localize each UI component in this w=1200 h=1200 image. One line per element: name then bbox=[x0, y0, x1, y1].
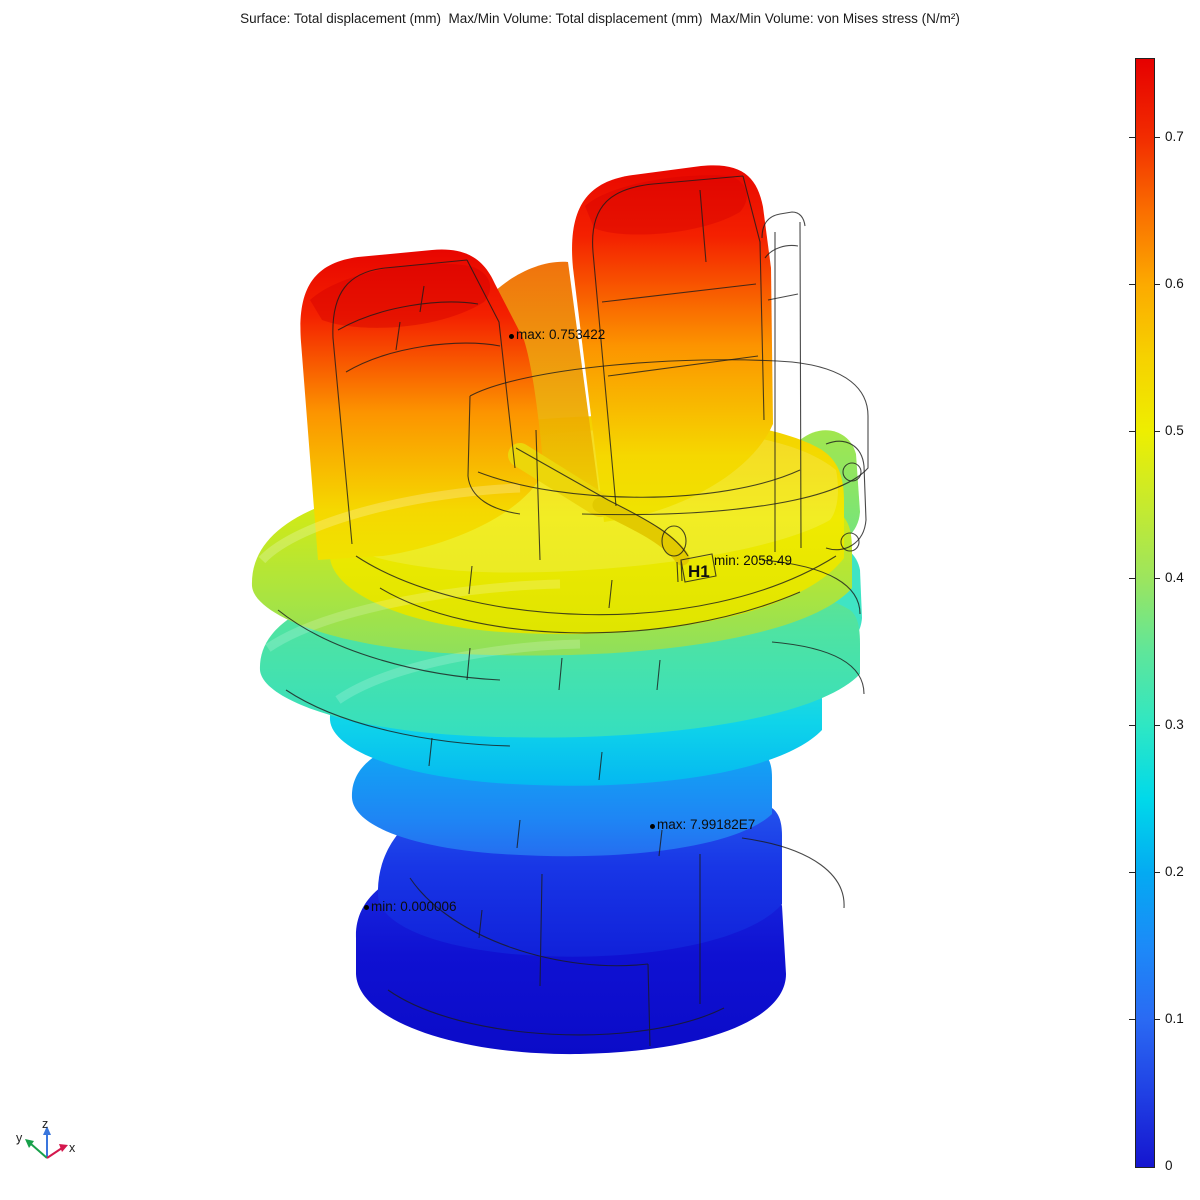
x-axis-arrow bbox=[46, 1144, 68, 1159]
colorbar-tick bbox=[1154, 1019, 1160, 1020]
axis-label-y: y bbox=[16, 1131, 23, 1145]
colorbar-tick-label: 0.6 bbox=[1165, 276, 1184, 291]
colorbar-tick bbox=[1129, 1019, 1135, 1020]
max-stress-marker-dot bbox=[650, 824, 655, 829]
colorbar-gradient bbox=[1135, 58, 1155, 1168]
plot-title: Surface: Total displacement (mm) Max/Min… bbox=[240, 11, 960, 26]
axis-triad: z y x bbox=[16, 1117, 76, 1159]
embossed-part-label: H1 bbox=[688, 562, 710, 581]
z-axis-arrow bbox=[43, 1126, 51, 1158]
model-valley bbox=[494, 261, 602, 516]
wireframe-overlay bbox=[277, 175, 869, 1047]
colorbar-tick bbox=[1129, 725, 1135, 726]
plate-highlight-3 bbox=[335, 639, 581, 704]
colorbar-tick-label: 0.4 bbox=[1165, 570, 1184, 585]
plate-highlight-1 bbox=[258, 483, 521, 564]
colorbar-tick-label: 0.3 bbox=[1165, 717, 1184, 732]
colorbar-tick bbox=[1129, 578, 1135, 579]
colorbar-tick bbox=[1129, 431, 1135, 432]
colorbar-tick bbox=[1154, 137, 1160, 138]
colorbar-tick bbox=[1129, 284, 1135, 285]
colorbar-tick-label: 0.1 bbox=[1165, 1011, 1184, 1026]
y-axis-arrow bbox=[25, 1139, 48, 1159]
axis-label-z: z bbox=[42, 1117, 48, 1131]
axis-label-x: x bbox=[69, 1141, 76, 1155]
max-displacement-marker-dot bbox=[509, 334, 514, 339]
colorbar-tick bbox=[1154, 284, 1160, 285]
colorbar-tick-label: 0.2 bbox=[1165, 864, 1184, 879]
annotation-min-stress: min: 2058.49 bbox=[714, 553, 793, 568]
annotation-max-stress: max: 7.99182E7 bbox=[657, 817, 756, 832]
fea-model bbox=[251, 165, 862, 1055]
colorbar-tick bbox=[1129, 137, 1135, 138]
colorbar-tick-label: 0 bbox=[1165, 1158, 1173, 1173]
min-displacement-marker-dot bbox=[364, 905, 369, 910]
colorbar-tick bbox=[1154, 872, 1160, 873]
colorbar-tick-label: 0.7 bbox=[1165, 129, 1184, 144]
colorbar-tick bbox=[1154, 725, 1160, 726]
annotation-min-displacement: min: 0.000006 bbox=[371, 899, 457, 914]
annotation-max-displacement: max: 0.753422 bbox=[516, 327, 606, 342]
model-snubber-arm bbox=[508, 443, 612, 517]
model-snubber-hook bbox=[592, 497, 690, 566]
model-right-tower bbox=[572, 165, 773, 522]
left-tower-cap-shade bbox=[310, 263, 491, 328]
embossed-stamp: H1 bbox=[676, 553, 717, 583]
colorbar-tick bbox=[1129, 872, 1135, 873]
colorbar-tick bbox=[1154, 578, 1160, 579]
model-left-tower bbox=[300, 249, 544, 560]
colorbar-tick-label: 0.5 bbox=[1165, 423, 1184, 438]
plate-highlight-2 bbox=[265, 579, 561, 652]
colorbar-tick bbox=[1154, 431, 1160, 432]
